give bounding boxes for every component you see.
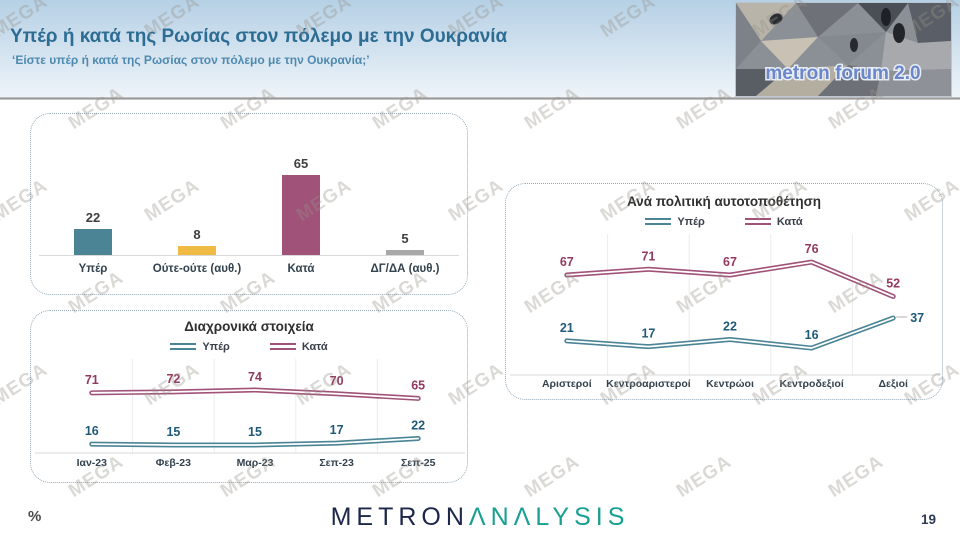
value-label: 52 — [886, 276, 900, 290]
bar-category-label: Ούτε-ούτε (αυθ.) — [152, 263, 242, 275]
logo-text: metron forum 2.0 — [765, 63, 920, 84]
page-number: 19 — [920, 512, 936, 527]
bar-category-label: Κατά — [287, 263, 315, 275]
value-label: 22 — [723, 319, 737, 333]
x-axis-label: Μαρ-23 — [237, 457, 274, 469]
bar — [386, 249, 424, 256]
value-label: 21 — [560, 321, 574, 335]
legend-swatch — [645, 218, 672, 225]
legend-label: Υπέρ — [202, 340, 230, 353]
legend-item: Κατά — [269, 340, 328, 353]
x-axis-label: Σεπ-25 — [401, 457, 436, 469]
page-title: Υπέρ ή κατά της Ρωσίας στον πόλεμο με τη… — [10, 26, 508, 47]
value-label: 70 — [330, 374, 344, 388]
legend-swatch — [744, 218, 771, 225]
legend-swatch — [170, 343, 197, 350]
timeline-chart-panel: Διαχρονικά στοιχεία Υπέρ Κατά 16 15 15 17 22 7… — [30, 310, 468, 483]
bar-value-label: 65 — [293, 155, 309, 171]
value-label: 17 — [641, 327, 655, 341]
line-series — [89, 387, 421, 401]
legend-label: Κατά — [776, 215, 803, 228]
line-series-core — [90, 437, 420, 446]
value-label: 74 — [248, 370, 262, 384]
page-subtitle: ‘Είστε υπέρ ή κατά της Ρωσίας στον πόλεμ… — [12, 53, 370, 67]
legend-label: Κατά — [301, 340, 328, 353]
line-series-core — [90, 389, 420, 400]
legend-item: Υπέρ — [645, 215, 705, 228]
mosaic-photo: metron forum 2.0 metron forum 2.0 — [736, 3, 951, 96]
value-label: 15 — [248, 425, 262, 439]
value-label: 71 — [85, 373, 99, 387]
x-axis-label: Κεντρώοι — [706, 378, 754, 390]
timeline-legend: Υπέρ Κατά — [31, 340, 467, 353]
bar-column: 22 — [41, 209, 145, 256]
x-axis-label: Κεντροδεξιοί — [779, 378, 843, 390]
value-label: 72 — [166, 372, 180, 386]
bar-chart: 22 8 65 5 — [31, 128, 467, 256]
percent-symbol: % — [28, 508, 42, 525]
value-label: 22 — [411, 418, 425, 432]
political-chart-title: Ανά πολιτική αυτοτοποθέτηση — [626, 194, 822, 209]
value-label: 17 — [330, 423, 344, 437]
metron-analysis-logo: METRONΛNΛLYSIS — [0, 503, 960, 532]
x-axis-label: Ιαν-23 — [77, 457, 108, 469]
brand-metron: METRON — [330, 503, 469, 531]
value-label: 16 — [805, 328, 819, 342]
bar-column: 5 — [353, 231, 457, 256]
timeline-line-chart: 16 15 15 17 22 71 72 74 70 65 Ιαν-23 Φεβ-23 Μαρ-23 Σε… — [35, 359, 465, 469]
watermark-text: MEGA — [672, 451, 736, 502]
line-series-core — [565, 317, 895, 349]
value-label: 15 — [166, 425, 180, 439]
bar-column: 65 — [249, 156, 353, 256]
value-label: 37 — [910, 311, 924, 325]
watermark-text: MEGA — [824, 451, 888, 502]
value-label: 16 — [85, 424, 99, 438]
bar-chart-category-axis: Υπέρ Ούτε-ούτε (αυθ.) Κατά ΔΓ/ΔΑ (αυθ.) — [31, 263, 467, 275]
bar-category-label: Υπέρ — [78, 263, 108, 275]
x-axis-label: Δεξιοί — [878, 378, 908, 390]
value-label: 67 — [560, 255, 574, 269]
legend-item: Υπέρ — [170, 340, 230, 353]
bar-category-label: ΔΓ/ΔΑ (αυθ.) — [370, 263, 440, 275]
x-axis-label: Κεντροαριστεροί — [606, 378, 691, 390]
value-label: 65 — [411, 378, 425, 392]
value-label: 71 — [641, 249, 655, 263]
bar-value-label: 22 — [85, 209, 101, 225]
bar-value-label: 8 — [193, 227, 201, 242]
political-line-chart: 21 17 22 16 37 67 71 67 76 52 Αριστεροί Κεντροαριστ… — [510, 234, 940, 390]
bar-chart-baseline — [39, 255, 459, 256]
legend-swatch — [269, 343, 296, 350]
bar-column: 8 — [145, 227, 249, 256]
logo-text-glow: metron forum 2.0 — [765, 63, 920, 84]
value-label: 76 — [805, 242, 819, 256]
bar — [74, 228, 112, 256]
political-legend: Υπέρ Κατά — [506, 215, 942, 228]
bar-value-label: 5 — [401, 230, 409, 246]
timeline-chart-title: Διαχρονικά στοιχεία — [184, 319, 314, 334]
bar — [282, 174, 320, 256]
watermark-text: MEGA — [520, 451, 584, 502]
legend-item: Κατά — [744, 215, 803, 228]
bar-chart-panel: 22 8 65 5 Υπέρ Ούτε-ούτε (αυθ.) Κατά ΔΓ/ΔΑ (αυ… — [30, 113, 468, 295]
legend-label: Υπέρ — [677, 215, 705, 228]
x-axis-label: Αριστεροί — [542, 378, 592, 390]
header-divider — [0, 97, 960, 100]
metron-forum-logo: metron forum 2.0 metron forum 2.0 — [735, 2, 952, 97]
x-axis-label: Φεβ-23 — [156, 457, 191, 469]
line-series-core — [565, 261, 895, 298]
bar — [178, 246, 216, 256]
political-chart-panel: Ανά πολιτική αυτοτοποθέτηση Υπέρ Κατά 21 1… — [505, 183, 943, 400]
brand-analysis: ΛNΛLYSIS — [468, 503, 630, 531]
x-axis-label: Σεπ-23 — [319, 457, 354, 469]
value-label: 67 — [723, 255, 737, 269]
